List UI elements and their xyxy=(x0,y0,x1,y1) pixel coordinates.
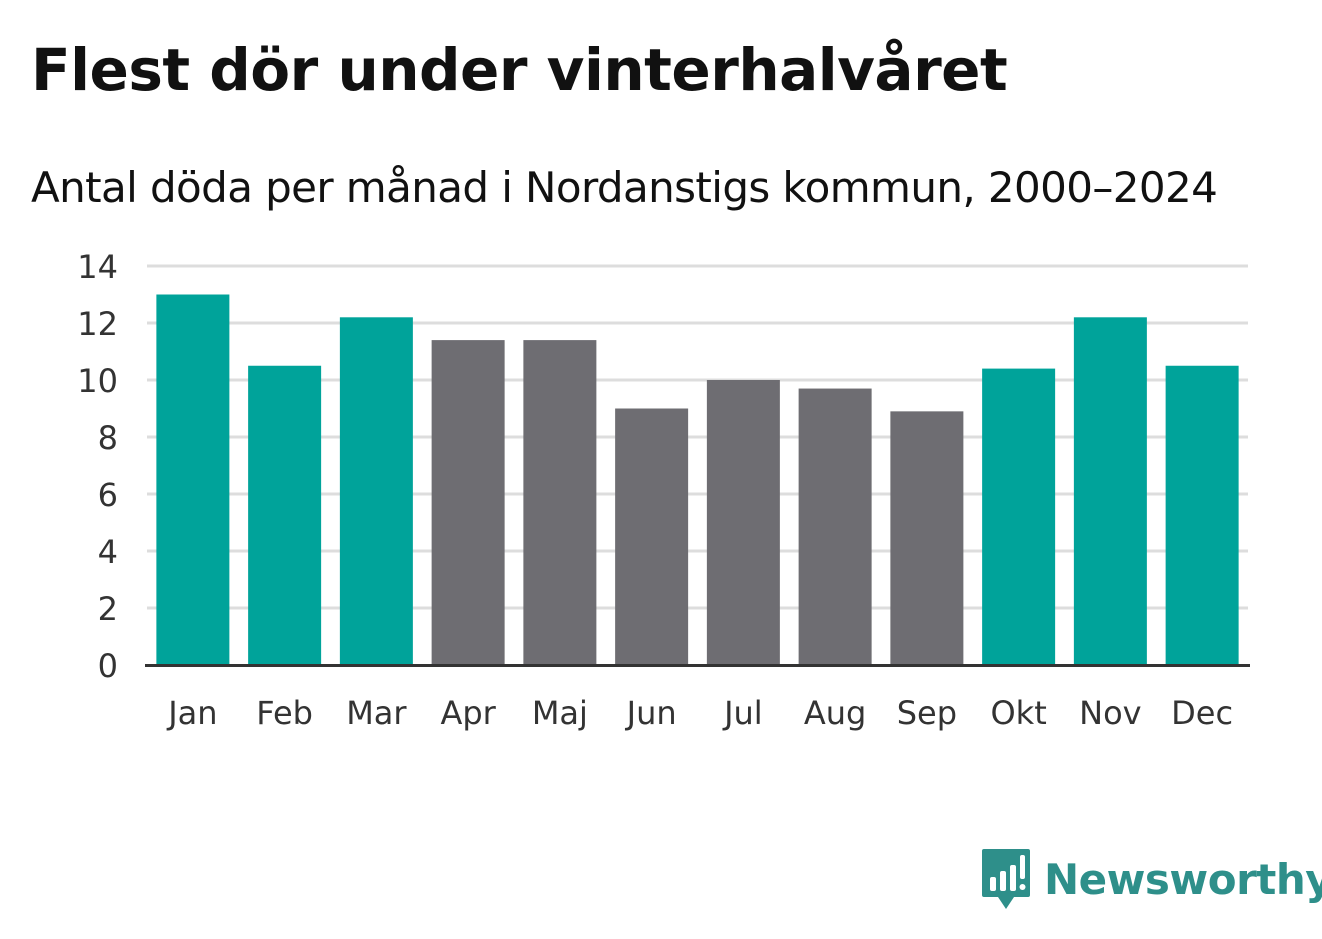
bar-jun xyxy=(615,408,689,665)
brand-name: Newsworthy xyxy=(1044,854,1322,904)
brand-logo: Newsworthy xyxy=(980,846,1322,912)
y-tick-label: 6 xyxy=(98,476,118,514)
bar-sep xyxy=(890,411,964,665)
x-tick-label-jan: Jan xyxy=(166,694,217,732)
x-tick-label-okt: Okt xyxy=(990,694,1046,732)
bar-jul xyxy=(706,380,780,665)
chart-title: Flest dör under vinterhalvåret xyxy=(31,36,1008,104)
y-tick-label: 2 xyxy=(98,590,118,628)
x-tick-label-nov: Nov xyxy=(1079,694,1141,732)
x-axis-ticks: Jan Feb Mar Apr Maj Jun Jul Aug Sep Okt Nov Dec xyxy=(166,694,1233,732)
y-axis-ticks: 0 2 4 6 8 10 12 14 xyxy=(77,248,118,685)
bar-mar xyxy=(339,317,413,665)
y-tick-label: 10 xyxy=(77,362,118,400)
bar-apr xyxy=(431,340,505,665)
x-tick-label-feb: Feb xyxy=(256,694,313,732)
x-tick-label-jun: Jun xyxy=(625,694,677,732)
bar-maj xyxy=(523,340,597,665)
y-tick-label: 14 xyxy=(77,248,118,286)
x-tick-label-sep: Sep xyxy=(897,694,957,732)
bar-dec xyxy=(1165,365,1239,665)
bar-okt xyxy=(982,368,1056,665)
grid-lines xyxy=(147,264,1248,610)
bar-nov xyxy=(1073,317,1147,665)
bar-jan xyxy=(156,294,230,665)
bars xyxy=(156,294,1239,665)
newsworthy-logo-icon xyxy=(982,849,1030,909)
x-tick-label-maj: Maj xyxy=(532,694,588,732)
x-tick-label-aug: Aug xyxy=(804,694,866,732)
bar-aug xyxy=(798,388,872,665)
y-tick-label: 0 xyxy=(98,647,118,685)
bar-feb xyxy=(248,365,322,665)
y-tick-label: 8 xyxy=(98,419,118,457)
y-tick-label: 12 xyxy=(77,305,118,343)
x-tick-label-mar: Mar xyxy=(346,694,407,732)
x-tick-label-apr: Apr xyxy=(440,694,496,732)
x-tick-label-jul: Jul xyxy=(722,694,763,732)
chart-subtitle: Antal döda per månad i Nordanstigs kommu… xyxy=(31,163,1218,212)
x-tick-label-dec: Dec xyxy=(1171,694,1233,732)
y-tick-label: 4 xyxy=(98,533,118,571)
